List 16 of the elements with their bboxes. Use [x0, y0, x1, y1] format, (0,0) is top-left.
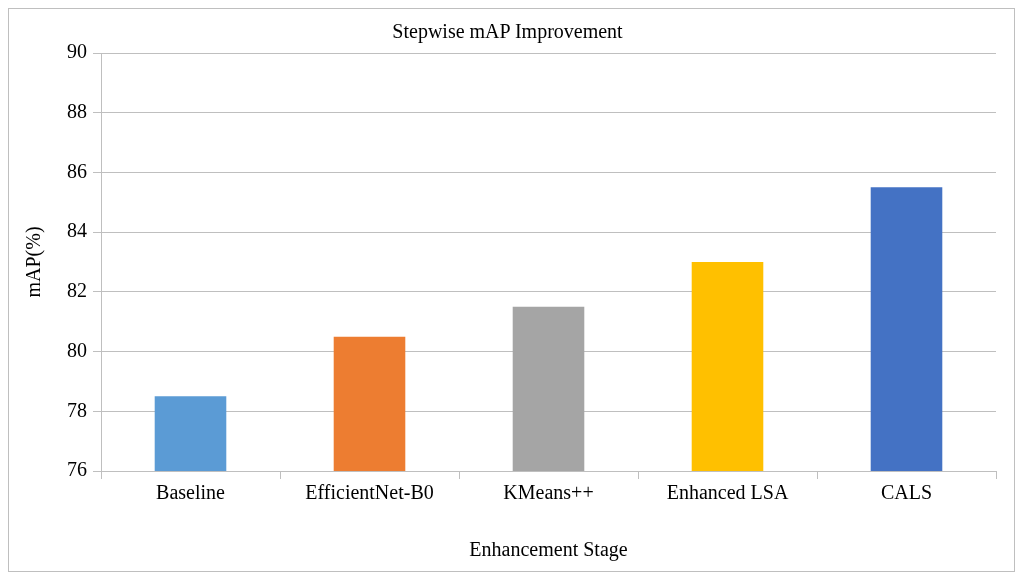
x-tick-label: Enhanced LSA — [666, 481, 789, 504]
x-axis-title: Enhancement Stage — [469, 538, 628, 562]
y-tick-label: 86 — [67, 159, 87, 182]
y-tick-label: 80 — [67, 338, 87, 361]
x-tick-label: EfficientNet-B0 — [305, 481, 434, 504]
y-tick-label: 76 — [67, 458, 87, 481]
y-tick-label: 82 — [67, 279, 87, 302]
y-tick-label: 78 — [67, 398, 87, 421]
x-tick-label: CALS — [880, 481, 933, 504]
x-tick-label: KMeans++ — [503, 481, 594, 504]
y-tick-label: 90 — [67, 40, 87, 63]
chart-title: Stepwise mAP Improvement — [392, 20, 624, 44]
y-tick-label: 88 — [67, 99, 87, 122]
x-tick-label: Baseline — [156, 481, 226, 504]
y-tick-label: 84 — [67, 219, 87, 242]
y-axis-title: mAP(%) — [22, 226, 46, 298]
